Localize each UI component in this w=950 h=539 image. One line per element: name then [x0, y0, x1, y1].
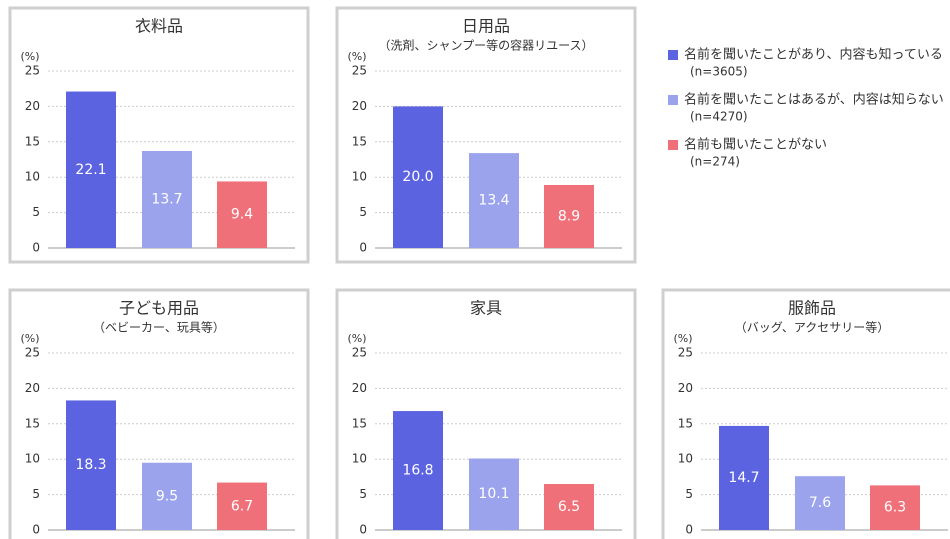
y-tick-label: 20 [678, 381, 693, 395]
bar [469, 153, 519, 248]
y-tick-label: 20 [352, 99, 367, 113]
value-label: 6.5 [558, 499, 580, 515]
y-tick-label: 0 [32, 241, 40, 255]
y-axis-label: (%) [347, 50, 366, 63]
y-tick-label: 10 [25, 452, 40, 466]
bar [66, 400, 116, 530]
y-axis-label: (%) [673, 332, 692, 345]
y-tick-label: 5 [32, 487, 40, 501]
y-tick-label: 25 [25, 346, 40, 360]
legend-note: (n=3605) [690, 65, 748, 79]
y-tick-label: 15 [352, 134, 367, 148]
bar [870, 485, 920, 530]
bar [544, 483, 594, 530]
chart-title: 衣料品 [135, 17, 183, 36]
y-tick-label: 20 [352, 381, 367, 395]
bar [393, 106, 443, 249]
y-tick-label: 25 [25, 64, 40, 78]
y-tick-label: 10 [352, 452, 367, 466]
y-tick-label: 25 [352, 346, 367, 360]
value-label: 13.4 [478, 193, 509, 209]
chart-title: 日用品 [462, 17, 510, 36]
y-tick-label: 25 [352, 64, 367, 78]
y-tick-label: 15 [25, 416, 40, 430]
value-label: 7.6 [809, 495, 831, 511]
value-label: 14.7 [728, 470, 759, 486]
chart-title: 家具 [470, 299, 502, 318]
chart-title: 子ども用品 [119, 299, 199, 318]
y-tick-label: 0 [359, 241, 367, 255]
y-axis-label: (%) [347, 332, 366, 345]
bar [795, 476, 845, 530]
bar [393, 411, 443, 530]
bar [142, 462, 192, 530]
chart-subtitle: （バッグ、アクセサリー等） [735, 321, 890, 335]
y-tick-label: 10 [352, 170, 367, 184]
y-tick-label: 15 [352, 416, 367, 430]
bar [719, 425, 769, 530]
value-label: 10.1 [478, 486, 509, 502]
y-tick-label: 0 [359, 523, 367, 537]
chart-title: 服飾品 [788, 299, 836, 318]
y-tick-label: 10 [25, 170, 40, 184]
y-tick-label: 20 [25, 99, 40, 113]
bar [142, 151, 192, 248]
value-label: 20.0 [402, 169, 433, 185]
y-tick-label: 5 [32, 205, 40, 219]
value-label: 22.1 [75, 162, 106, 178]
legend-label: 名前を聞いたことはあるが、内容は知らない [684, 92, 944, 108]
bar [217, 181, 267, 248]
legend-swatch [668, 95, 678, 105]
legend-label: 名前を聞いたことがあり、内容も知っている [684, 47, 943, 63]
y-tick-label: 15 [678, 416, 693, 430]
legend-note: (n=4270) [690, 110, 748, 124]
y-tick-label: 5 [685, 487, 693, 501]
value-label: 8.9 [558, 208, 580, 224]
value-label: 9.4 [231, 207, 253, 223]
value-label: 18.3 [75, 457, 106, 473]
legend-swatch [668, 140, 678, 150]
legend-note: (n=274) [690, 155, 740, 169]
y-tick-label: 5 [359, 487, 367, 501]
bar [217, 482, 267, 530]
chart-subtitle: （ベビーカー、玩具等） [93, 321, 225, 335]
bar [469, 458, 519, 530]
value-label: 6.3 [884, 500, 906, 516]
y-tick-label: 20 [25, 381, 40, 395]
y-axis-label: (%) [20, 50, 39, 63]
y-axis-label: (%) [20, 332, 39, 345]
chart-subtitle: （洗剤、シャンプー等の容器リユース） [378, 38, 593, 53]
legend-label: 名前も聞いたことがない [684, 137, 827, 153]
legend-swatch [668, 50, 678, 60]
value-label: 13.7 [151, 192, 182, 208]
y-tick-label: 10 [678, 452, 693, 466]
bar [66, 91, 116, 248]
y-tick-label: 5 [359, 205, 367, 219]
y-tick-label: 0 [685, 523, 693, 537]
y-tick-label: 0 [32, 523, 40, 537]
value-label: 16.8 [402, 463, 433, 479]
value-label: 9.5 [156, 488, 178, 504]
y-tick-label: 25 [678, 346, 693, 360]
y-tick-label: 15 [25, 134, 40, 148]
bar [544, 184, 594, 248]
value-label: 6.7 [231, 498, 253, 514]
